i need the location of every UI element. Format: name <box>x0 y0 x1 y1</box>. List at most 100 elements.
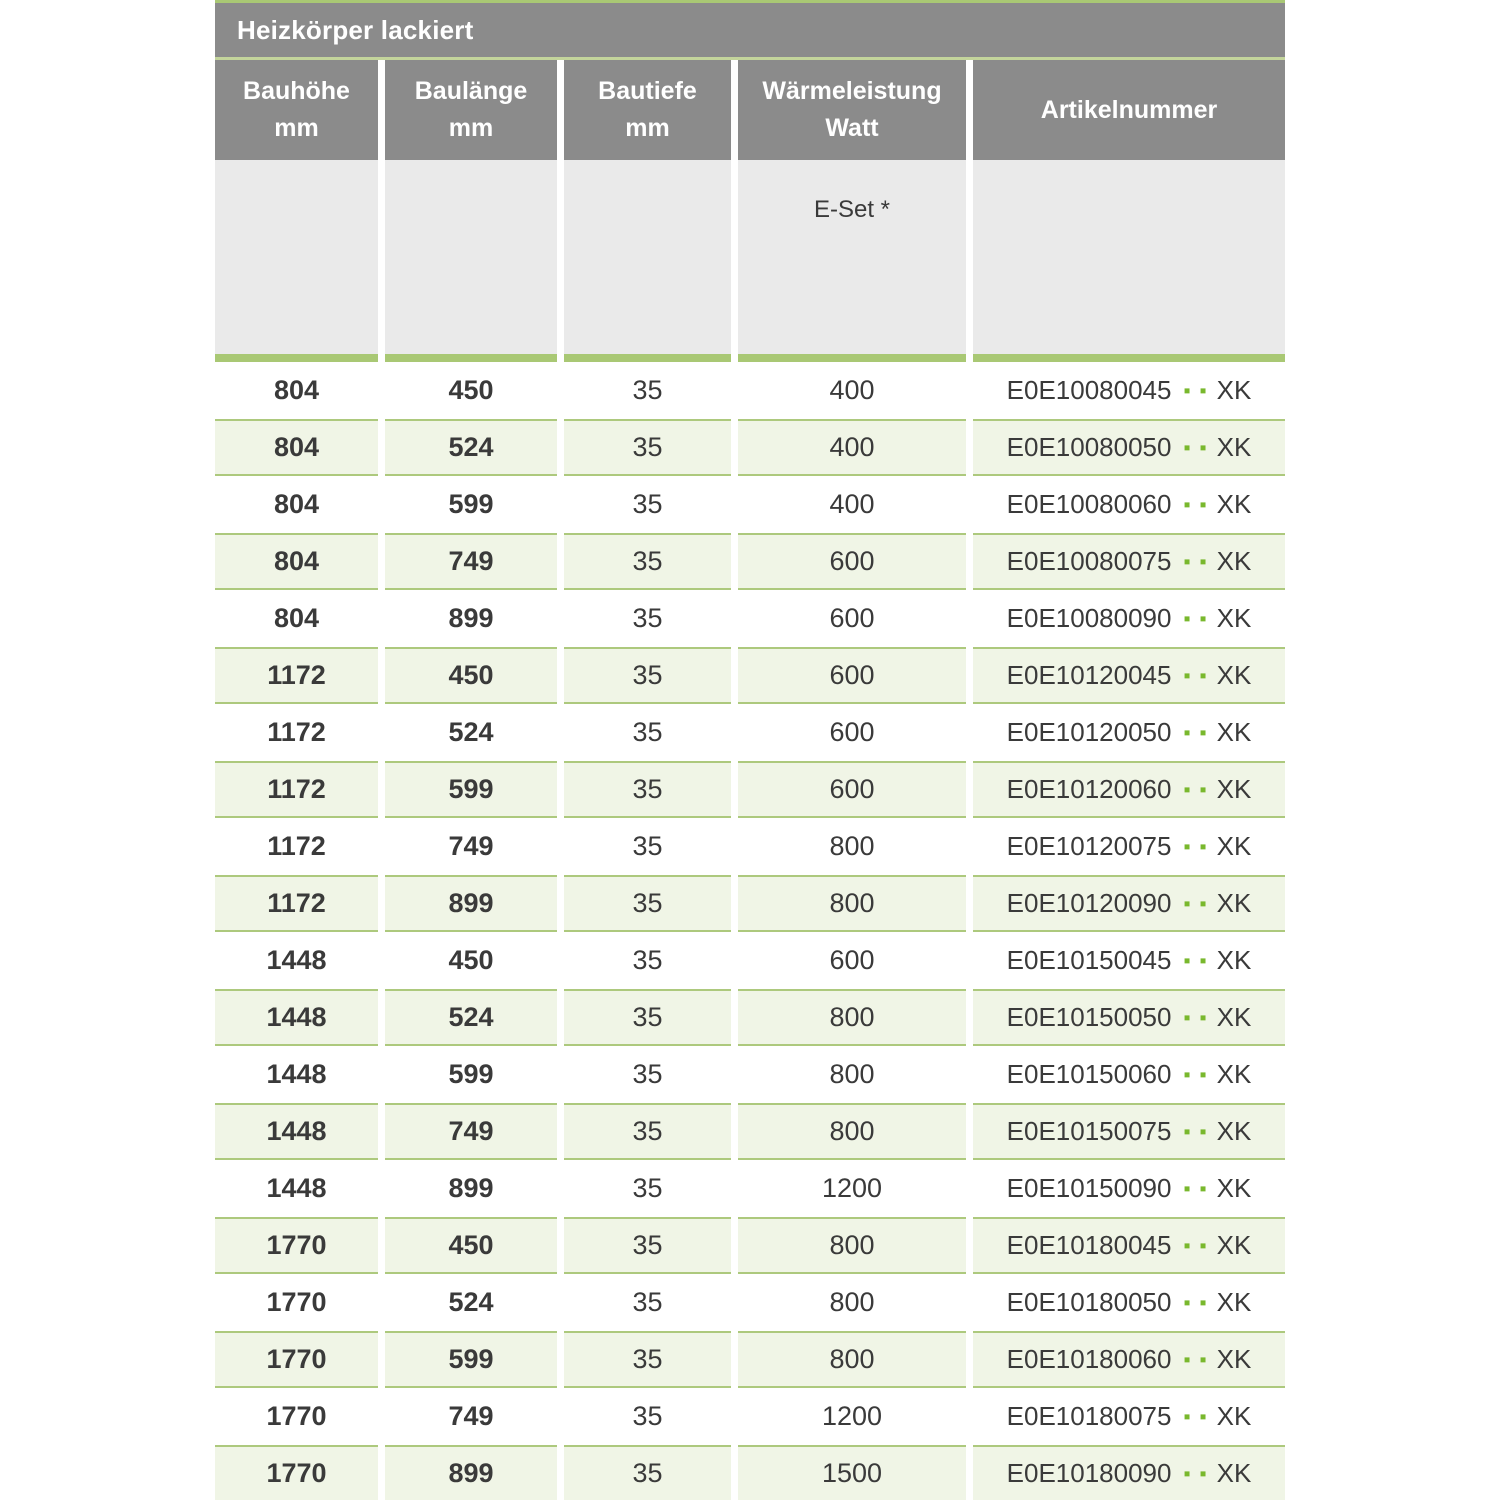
table-row: 1448 899 35 1200 E0E10150090 ▪▪ XK <box>215 1160 1285 1217</box>
artikelnummer-value: E0E10180090 <box>1006 1458 1172 1488</box>
cell-artikelnummer: E0E10150045 ▪▪ XK <box>973 932 1285 989</box>
cell-baulaenge: 899 <box>385 875 557 932</box>
table-row: 804 524 35 400 E0E10080050 ▪▪ XK <box>215 419 1285 476</box>
cell-baulaenge: 524 <box>385 419 557 476</box>
cell-artikelnummer: E0E10120090 ▪▪ XK <box>973 875 1285 932</box>
header-label-bautiefe: Bautiefe <box>598 77 697 105</box>
artikelnummer-value: E0E10080050 <box>1006 432 1172 462</box>
cell-baulaenge: 599 <box>385 761 557 818</box>
green-dots-icon: ▪▪ <box>1183 893 1216 915</box>
cell-artikelnummer: E0E10150060 ▪▪ XK <box>973 1046 1285 1103</box>
artikelnummer-value: E0E10180050 <box>1006 1287 1172 1317</box>
cell-artikelnummer: E0E10080060 ▪▪ XK <box>973 476 1285 533</box>
cell-waermeleistung: 600 <box>738 533 966 590</box>
artikelnummer-value: E0E10150060 <box>1006 1059 1172 1089</box>
artikelnummer-value: E0E10180045 <box>1006 1230 1172 1260</box>
cell-artikelnummer: E0E10080045 ▪▪ XK <box>973 362 1285 419</box>
header-label-watt: Wärmeleistung <box>762 77 942 105</box>
cell-bautiefe: 35 <box>564 818 731 875</box>
bauhoehe-value: 1770 <box>266 1230 327 1260</box>
bauhoehe-value: 1770 <box>266 1458 327 1488</box>
artikel-suffix: XK <box>1216 1059 1252 1089</box>
baulaenge-value: 599 <box>448 489 494 519</box>
cell-baulaenge: 749 <box>385 818 557 875</box>
watt-value: 400 <box>829 375 875 405</box>
cell-waermeleistung: 400 <box>738 419 966 476</box>
watt-value: 1200 <box>821 1173 883 1203</box>
cell-waermeleistung: 800 <box>738 1331 966 1388</box>
table-row: 1770 599 35 800 E0E10180060 ▪▪ XK <box>215 1331 1285 1388</box>
cell-bautiefe: 35 <box>564 647 731 704</box>
watt-value: 600 <box>829 603 875 633</box>
cell-bautiefe: 35 <box>564 875 731 932</box>
watt-value: 800 <box>829 1002 875 1032</box>
artikelnummer-value: E0E10080090 <box>1006 603 1172 633</box>
bautiefe-value: 35 <box>632 945 663 975</box>
table-row: 1770 450 35 800 E0E10180045 ▪▪ XK <box>215 1217 1285 1274</box>
green-dots-icon: ▪▪ <box>1183 1235 1216 1257</box>
subheader-cell-watt: E-Set * <box>738 160 966 354</box>
artikelnummer-value: E0E10120075 <box>1006 831 1172 861</box>
bauhoehe-value: 804 <box>273 546 320 576</box>
artikel-suffix: XK <box>1216 1230 1252 1260</box>
cell-waermeleistung: 800 <box>738 818 966 875</box>
cell-bauhoehe: 1172 <box>215 875 378 932</box>
subheader-cell-artikelnummer <box>973 160 1285 354</box>
baulaenge-value: 450 <box>448 375 494 405</box>
header-unit-bautiefe: mm <box>625 114 670 142</box>
cell-bautiefe: 35 <box>564 1274 731 1331</box>
artikelnummer-value: E0E10180060 <box>1006 1344 1172 1374</box>
baulaenge-value: 599 <box>448 1059 494 1089</box>
watt-value: 600 <box>829 546 875 576</box>
cell-waermeleistung: 800 <box>738 1103 966 1160</box>
divider-segment-bauhoehe <box>215 354 378 362</box>
watt-value: 800 <box>829 1344 875 1374</box>
bautiefe-value: 35 <box>632 1173 663 1203</box>
baulaenge-value: 450 <box>448 1230 494 1260</box>
watt-value: 400 <box>829 489 875 519</box>
table-row: 1172 450 35 600 E0E10120045 ▪▪ XK <box>215 647 1285 704</box>
table-header-row: Bauhöhe mm Baulänge mm Bautiefe mm Wärmeleistu… <box>215 60 1285 160</box>
header-unit-baulaenge: mm <box>448 114 494 142</box>
green-dots-icon: ▪▪ <box>1183 1406 1216 1428</box>
header-unit-watt: Watt <box>825 114 879 142</box>
bauhoehe-value: 804 <box>273 432 320 462</box>
cell-waermeleistung: 1200 <box>738 1160 966 1217</box>
watt-value: 1500 <box>821 1458 883 1488</box>
table-row: 1172 524 35 600 E0E10120050 ▪▪ XK <box>215 704 1285 761</box>
table-row: 1448 749 35 800 E0E10150075 ▪▪ XK <box>215 1103 1285 1160</box>
cell-artikelnummer: E0E10080050 ▪▪ XK <box>973 419 1285 476</box>
artikel-suffix: XK <box>1216 717 1252 747</box>
header-unit-bauhoehe: mm <box>274 114 319 142</box>
cell-waermeleistung: 600 <box>738 761 966 818</box>
watt-value: 800 <box>829 831 875 861</box>
cell-baulaenge: 749 <box>385 1388 557 1445</box>
watt-value: 800 <box>829 1116 875 1146</box>
cell-bauhoehe: 1448 <box>215 1103 378 1160</box>
cell-waermeleistung: 600 <box>738 590 966 647</box>
cell-baulaenge: 599 <box>385 476 557 533</box>
cell-artikelnummer: E0E10180045 ▪▪ XK <box>973 1217 1285 1274</box>
watt-value: 600 <box>829 945 875 975</box>
artikelnummer-value: E0E10120045 <box>1006 660 1172 690</box>
cell-artikelnummer: E0E10180060 ▪▪ XK <box>973 1331 1285 1388</box>
artikel-suffix: XK <box>1216 945 1252 975</box>
artikelnummer-value: E0E10080060 <box>1006 489 1172 519</box>
cell-baulaenge: 450 <box>385 1217 557 1274</box>
watt-value: 600 <box>829 717 875 747</box>
cell-baulaenge: 899 <box>385 1160 557 1217</box>
cell-bautiefe: 35 <box>564 1103 731 1160</box>
baulaenge-value: 524 <box>448 1002 494 1032</box>
table-subheader-row: E-Set * <box>215 160 1285 354</box>
cell-bautiefe: 35 <box>564 989 731 1046</box>
watt-value: 800 <box>829 1287 875 1317</box>
artikelnummer-value: E0E10080075 <box>1006 546 1172 576</box>
cell-bauhoehe: 1770 <box>215 1331 378 1388</box>
table-divider <box>215 354 1285 362</box>
bautiefe-value: 35 <box>632 888 663 918</box>
artikel-suffix: XK <box>1216 1287 1252 1317</box>
bautiefe-value: 35 <box>632 546 663 576</box>
table-body: 804 450 35 400 E0E10080045 ▪▪ XK 804 524 35 400 E0E… <box>215 362 1285 1500</box>
baulaenge-value: 899 <box>448 888 494 918</box>
header-cell-bautiefe: Bautiefe mm <box>564 60 731 160</box>
